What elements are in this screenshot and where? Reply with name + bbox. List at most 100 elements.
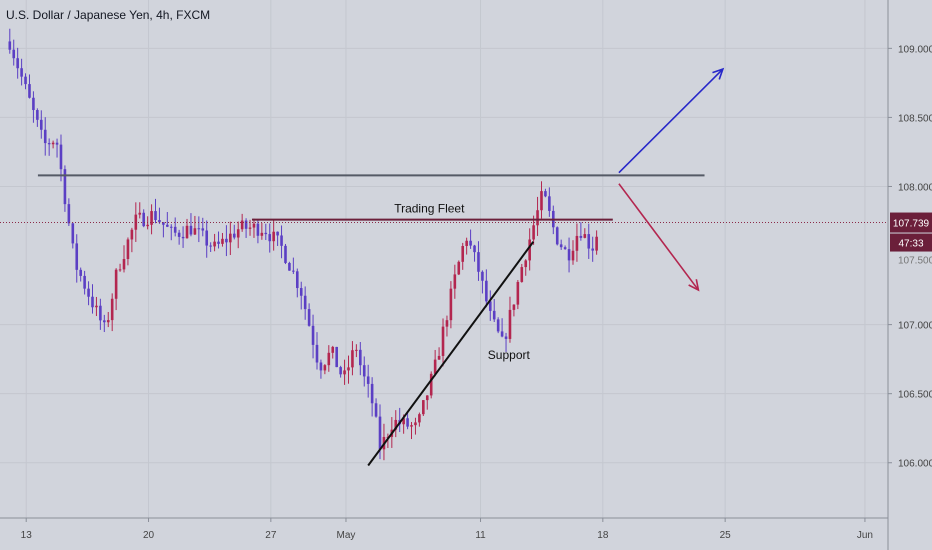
candle-body [83,275,86,289]
candle-body [55,142,59,145]
candle-body [63,169,67,205]
candle-body [307,309,311,326]
candle-body [292,270,295,272]
candle-body [477,252,480,272]
candle-body [126,239,130,260]
support-trendline [367,241,535,467]
candle-body [567,249,571,261]
candle-body [288,262,291,271]
candle-body [79,269,82,276]
candle-body [229,233,232,243]
candle-body [429,373,433,396]
y-tick-label: 108.500 [898,113,932,124]
candle-body [39,119,43,130]
bullish-projection-arrow-shaft [618,68,724,174]
bullish-projection-arrow-head [712,67,725,80]
candle-body [106,320,110,323]
candle-body [12,49,16,59]
candle-body [16,58,19,69]
hidden-tick-label: 107.500 [898,256,932,267]
candle-body [221,238,224,244]
candle-body [24,76,27,85]
candle-body [284,245,287,263]
candle-body [118,269,122,271]
candle-body [473,245,476,253]
candle-body [36,110,39,120]
candle-body [8,41,12,50]
candle-body [173,226,177,233]
drawings[interactable]: Trading Fleet Support [0,67,888,467]
candle-body [303,295,307,310]
bearish-projection-arrow-shaft [618,183,700,291]
candle-body [355,349,358,351]
time-axis[interactable]: 132027May111825Jun815 [0,517,932,541]
candle-body [425,395,429,401]
countdown-badge [890,233,932,252]
candle-body [583,234,587,238]
candle-body [177,232,181,237]
candle-body [587,234,591,249]
candle-body [422,400,425,415]
candle-body [67,204,71,224]
candle-body [563,247,567,250]
trading-fleet-label: Trading Fleet [394,202,465,216]
candle-body [32,97,35,111]
candle-body [343,370,346,375]
candle-body [339,367,342,375]
candle-body [347,367,350,371]
candle-body [43,129,47,144]
candle-body [445,320,449,327]
countdown-value: 47:33 [898,239,923,250]
candle-body [319,362,323,371]
candle-body [142,212,145,227]
candle-body [197,228,201,230]
candle-body [418,414,421,423]
y-tick-label: 106.000 [898,459,932,470]
candle-body [260,232,264,236]
candle-body [189,225,193,235]
price-axis[interactable]: 109.000 108.500 108.000 107.000 106.500 106.0… [887,0,932,550]
x-tick-label: 18 [597,530,609,541]
candle-body [201,228,205,231]
candle-body [571,250,575,261]
candle-body [71,223,75,244]
candle-body [532,225,535,240]
candle-body [162,222,165,225]
x-tick-label: 20 [143,530,155,541]
candle-body [469,240,472,246]
candle-body [75,243,79,270]
candle-body [158,220,161,223]
candle-body [485,280,488,302]
candle-body [232,233,236,238]
bearish-projection-arrow-head [688,279,700,292]
candle-body [575,235,579,251]
candle-body [410,425,413,427]
y-tick-label: 106.500 [898,390,932,401]
candle-body [87,288,90,297]
candle-body [99,305,102,321]
candle-body [335,346,338,368]
candle-body [209,245,212,247]
candle-body [181,236,185,239]
candle-body [402,418,405,425]
candle-body [138,212,142,215]
candle-body [268,234,272,242]
candle-body [441,326,445,356]
x-tick-label: 13 [21,530,33,541]
candle-body [591,248,594,251]
candle-body [516,281,520,305]
candle-body [453,274,457,289]
candle-body [433,359,437,374]
candle-body [264,232,268,235]
candle-body [362,365,366,377]
x-tick-label: Jun [857,530,873,541]
candle-body [150,211,153,225]
x-tick-label: 25 [720,530,732,541]
candle-body [579,235,583,238]
candle-body [146,224,149,227]
current-price-value: 107.739 [893,219,930,230]
candle-body [540,191,543,211]
candle-body [311,325,315,345]
